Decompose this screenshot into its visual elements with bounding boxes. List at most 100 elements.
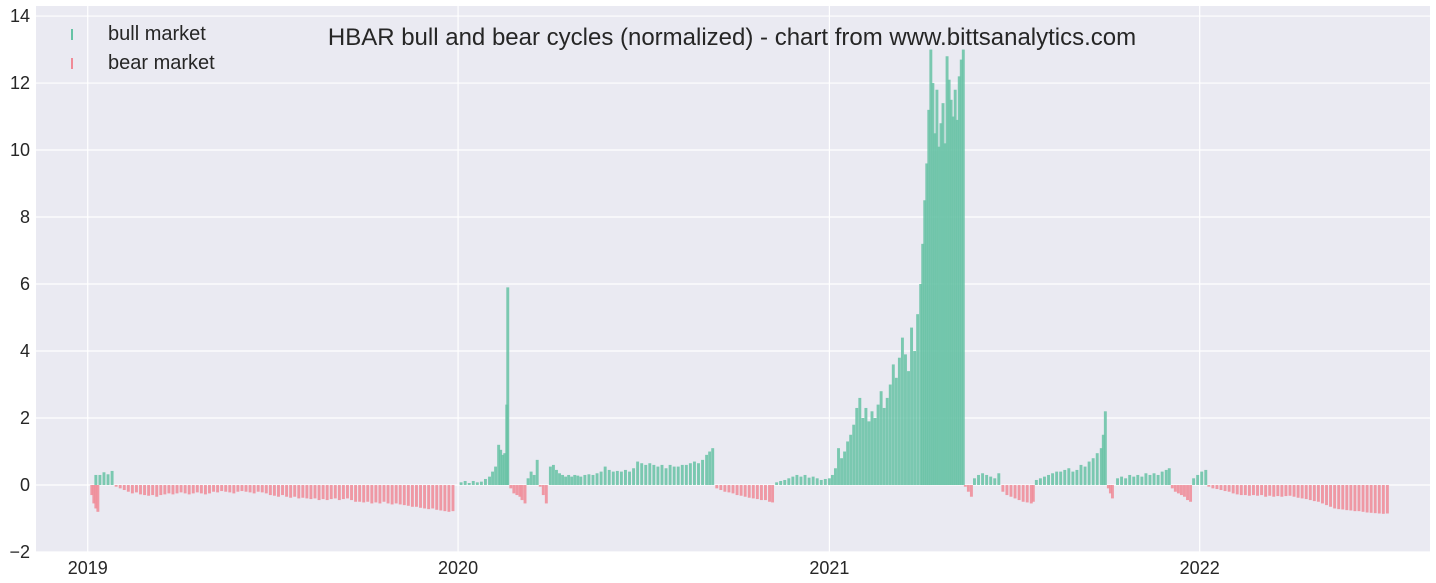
bear-bar bbox=[313, 485, 317, 499]
bear-bar bbox=[1183, 485, 1186, 497]
bear-bar bbox=[350, 485, 353, 501]
bull-bar bbox=[1156, 474, 1160, 486]
bull-bar bbox=[711, 448, 715, 486]
bear-bar bbox=[191, 485, 195, 494]
bear-bar bbox=[354, 485, 358, 502]
bull-bar bbox=[573, 474, 577, 486]
bull-bar bbox=[957, 76, 961, 485]
bear-bar bbox=[272, 485, 276, 496]
bull-bar bbox=[1140, 476, 1144, 485]
bull-bar bbox=[939, 123, 943, 486]
bull-bar bbox=[953, 89, 957, 486]
bull-bar bbox=[479, 481, 483, 486]
bear-bar bbox=[195, 485, 199, 493]
bull-bar bbox=[985, 474, 989, 486]
bear-bar bbox=[167, 485, 171, 494]
bear-bar bbox=[268, 485, 272, 496]
bear-bar bbox=[431, 485, 435, 509]
bear-bar bbox=[285, 485, 289, 497]
bull-bar bbox=[795, 474, 799, 486]
chart-title: HBAR bull and bear cycles (normalized) -… bbox=[328, 24, 1136, 51]
bull-bar bbox=[660, 464, 664, 486]
bear-bar bbox=[1013, 485, 1017, 499]
bear-bar bbox=[171, 485, 175, 495]
bull-bar bbox=[1136, 474, 1140, 486]
bear-bar bbox=[451, 485, 455, 512]
bull-bar bbox=[921, 243, 925, 486]
y-tick-label: 4 bbox=[20, 341, 30, 361]
bull-bar bbox=[499, 449, 503, 485]
bull-bar bbox=[897, 357, 901, 486]
bull-bar bbox=[567, 474, 571, 486]
bull-bar bbox=[819, 479, 823, 485]
bear-bar bbox=[1325, 485, 1328, 506]
bull-bar bbox=[1132, 476, 1136, 485]
bear-bar bbox=[151, 485, 155, 496]
bull-bar bbox=[1075, 469, 1079, 485]
bull-bar bbox=[624, 469, 627, 485]
bear-bar bbox=[1106, 485, 1110, 489]
bull-bar bbox=[1160, 471, 1164, 486]
bear-bar bbox=[1316, 485, 1320, 502]
bear-bar bbox=[1243, 485, 1247, 496]
bull-bar bbox=[943, 143, 947, 486]
bull-bar bbox=[463, 480, 467, 486]
bear-bar bbox=[362, 485, 366, 503]
bear-bar bbox=[1321, 485, 1324, 504]
bear-bar bbox=[1207, 485, 1211, 487]
bull-bar bbox=[1059, 471, 1063, 486]
bull-bar bbox=[648, 463, 652, 485]
bear-bar bbox=[1223, 485, 1227, 492]
bull-bar bbox=[1067, 468, 1071, 486]
bear-bar bbox=[374, 485, 378, 503]
bear-bar bbox=[1001, 485, 1005, 492]
bear-bar bbox=[325, 485, 329, 501]
bear-bar bbox=[747, 485, 751, 498]
bear-bar bbox=[427, 485, 431, 510]
bull-bar bbox=[640, 463, 644, 485]
y-tick-label: −2 bbox=[9, 542, 30, 562]
bull-bar bbox=[951, 116, 955, 486]
bull-bar bbox=[961, 49, 965, 486]
bear-bar bbox=[1345, 485, 1349, 511]
bear-bar bbox=[159, 485, 163, 496]
bull-bar bbox=[494, 466, 498, 485]
bear-bar bbox=[179, 485, 183, 493]
bear-bar bbox=[118, 485, 122, 489]
bull-bar bbox=[551, 464, 555, 486]
bull-bar bbox=[959, 59, 963, 486]
bull-bar bbox=[483, 478, 487, 486]
bear-bar bbox=[1219, 485, 1223, 491]
bear-bar bbox=[764, 485, 767, 501]
bear-bar bbox=[1377, 485, 1381, 514]
bull-bar bbox=[488, 476, 491, 485]
bull-bar bbox=[837, 448, 840, 486]
bear-bar bbox=[544, 485, 548, 504]
y-tick-label: 8 bbox=[20, 207, 30, 227]
bull-bar bbox=[1034, 479, 1038, 485]
bull-bar bbox=[1095, 453, 1099, 485]
bear-bar bbox=[969, 485, 973, 497]
bull-bar bbox=[102, 472, 106, 486]
bear-bar bbox=[966, 485, 970, 492]
bear-bar bbox=[520, 485, 524, 501]
bear-bar bbox=[390, 485, 394, 505]
bull-bar bbox=[576, 475, 580, 486]
bear-bar bbox=[236, 485, 240, 492]
bear-bar bbox=[518, 485, 522, 497]
bull-bar bbox=[692, 461, 696, 486]
bull-bar bbox=[1148, 474, 1152, 486]
bull-bar bbox=[876, 404, 880, 485]
bull-bar bbox=[1192, 478, 1196, 486]
bear-bar bbox=[96, 485, 100, 512]
bear-bar bbox=[1312, 485, 1316, 502]
bear-bar bbox=[1005, 485, 1009, 496]
bull-bar bbox=[925, 163, 929, 486]
bull-bar bbox=[929, 49, 933, 486]
bull-bar bbox=[664, 468, 668, 486]
legend-label-bear: bear market bbox=[108, 52, 215, 74]
bull-bar bbox=[977, 474, 980, 486]
bull-bar bbox=[916, 314, 920, 485]
bear-bar bbox=[232, 485, 236, 494]
bull-bar bbox=[1038, 478, 1042, 486]
